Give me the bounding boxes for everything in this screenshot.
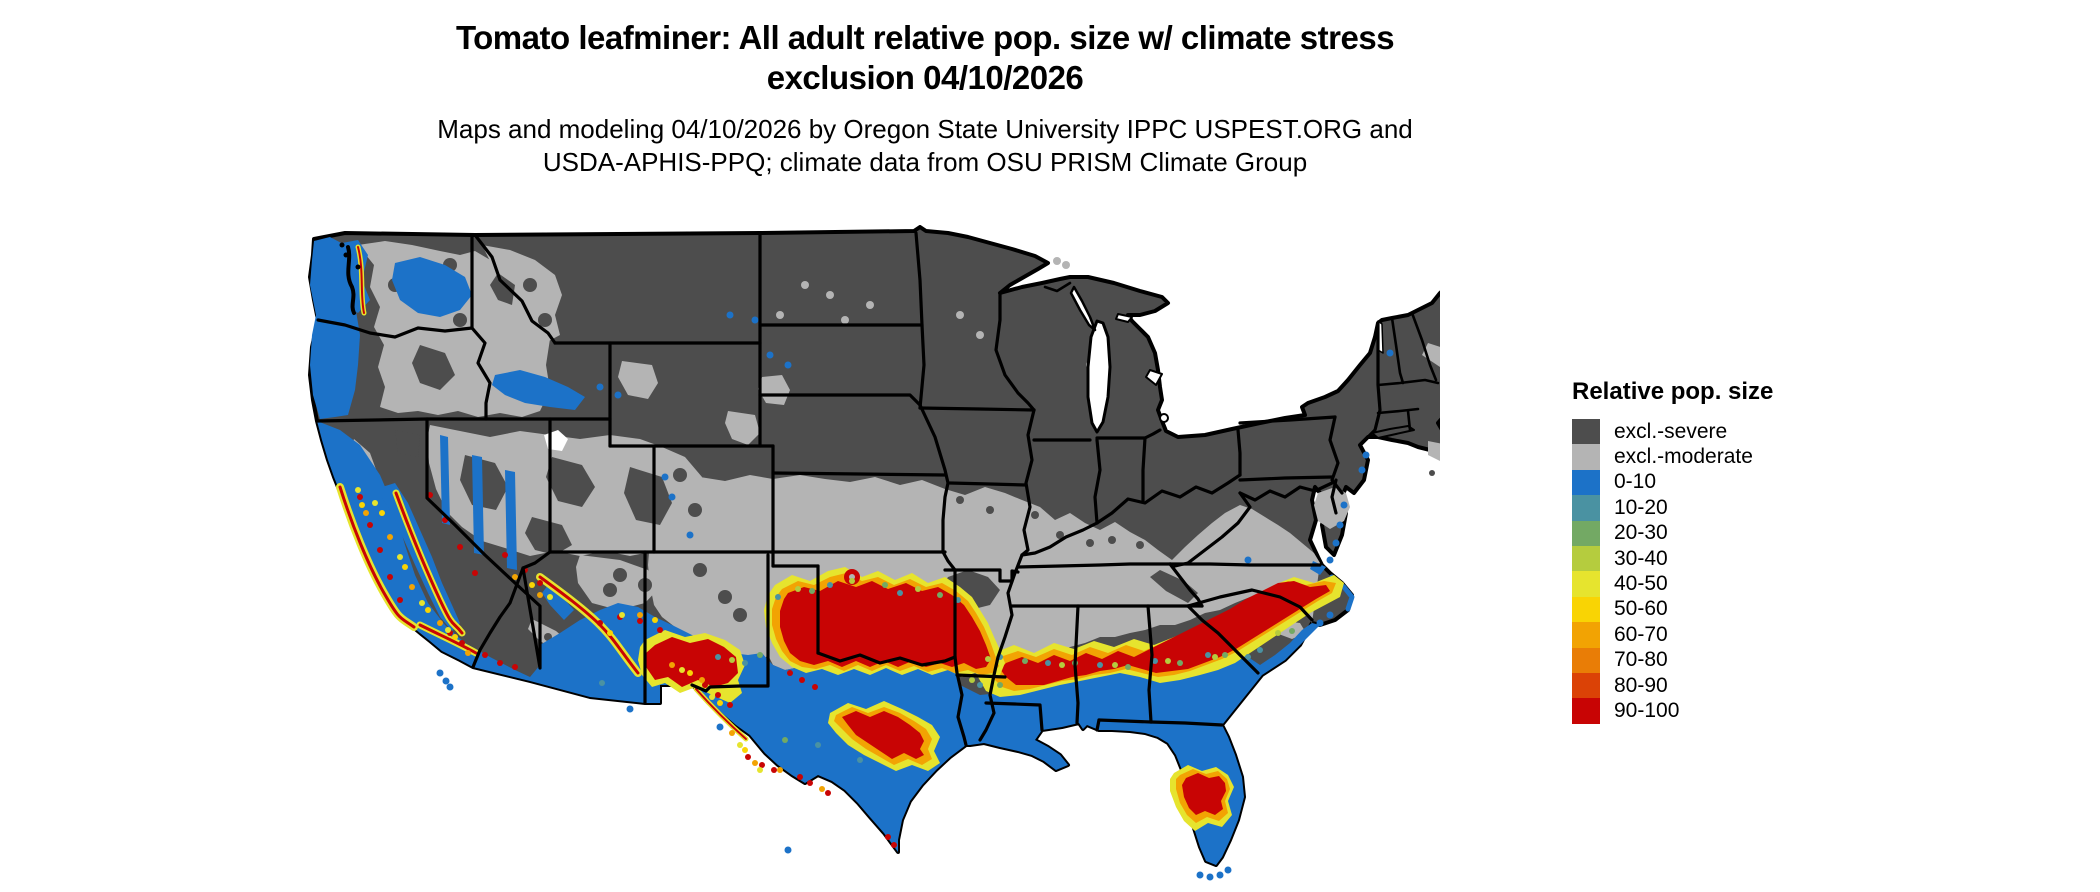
legend-item: 90-100 [1572,698,1892,724]
legend-swatch [1572,647,1600,673]
legend-item-label: 70-80 [1614,648,1668,672]
legend-item-label: excl.-severe [1614,419,1728,443]
legend-item: excl.-severe [1572,419,1892,445]
warm-band-southeast [978,575,1344,697]
state-borders [315,231,1440,747]
legend-swatch [1572,596,1600,623]
legend-swatch [1572,698,1600,724]
legend-item: 0-10 [1572,469,1892,496]
legend-swatch [1572,571,1600,597]
legend-swatch [1572,622,1600,648]
legend-swatch [1572,545,1600,572]
map-subtitle: Maps and modeling 04/10/2026 by Oregon S… [0,113,1850,179]
legend-item-label: 80-90 [1614,673,1668,697]
us-risk-map [300,225,1440,885]
legend-item-label: excl.-moderate [1614,445,1753,469]
legend-item-label: 90-100 [1614,698,1680,722]
legend-item: 80-90 [1572,672,1892,699]
map-title-line-2: exclusion 04/10/2026 [766,59,1084,96]
legend-item: 70-80 [1572,647,1892,673]
lakes-white [544,285,1384,451]
legend-item: excl.-moderate [1572,444,1892,470]
coastal-islands [339,242,1435,476]
legend-swatch [1572,469,1600,496]
map-title: Tomato leafminer: All adult relative pop… [0,18,1850,98]
legend: Relative pop. size excl.-severe excl.-mod… [1572,378,1892,724]
legend-item-label: 0-10 [1614,470,1657,494]
legend-swatch [1572,672,1600,699]
legend-swatch [1572,444,1600,470]
legend-item: 20-30 [1572,520,1892,546]
legend-swatch [1572,419,1600,445]
warm-california-arcs [336,244,749,742]
legend-item-label: 60-70 [1614,622,1668,646]
warm-band-oklahoma-arkansas [764,567,1005,680]
warm-florida [1170,765,1234,831]
legend-item-label: 20-30 [1614,521,1668,545]
legend-item: 30-40 [1572,545,1892,572]
legend-item: 60-70 [1572,622,1892,648]
legend-swatch [1572,520,1600,546]
legend-items: excl.-severe excl.-moderate 0-10 10-20 20-30… [1572,419,1892,724]
legend-item-label: 40-50 [1614,572,1668,596]
legend-item-label: 30-40 [1614,546,1668,570]
legend-item-label: 50-60 [1614,597,1668,621]
legend-item-label: 10-20 [1614,495,1668,519]
legend-item: 10-20 [1572,495,1892,521]
warm-speckles [355,487,1295,848]
legend-title: Relative pop. size [1572,378,1774,405]
legend-item: 50-60 [1572,596,1892,623]
map-svg [308,225,1440,881]
map-title-line-1: Tomato leafminer: All adult relative pop… [455,19,1395,56]
legend-swatch [1572,495,1600,521]
map-subtitle-line-1: Maps and modeling 04/10/2026 by Oregon S… [437,114,1413,144]
warm-central-texas [828,701,940,771]
legend-item: 40-50 [1572,571,1892,597]
map-subtitle-line-2: USDA-APHIS-PPQ; climate data from OSU PR… [542,147,1308,177]
